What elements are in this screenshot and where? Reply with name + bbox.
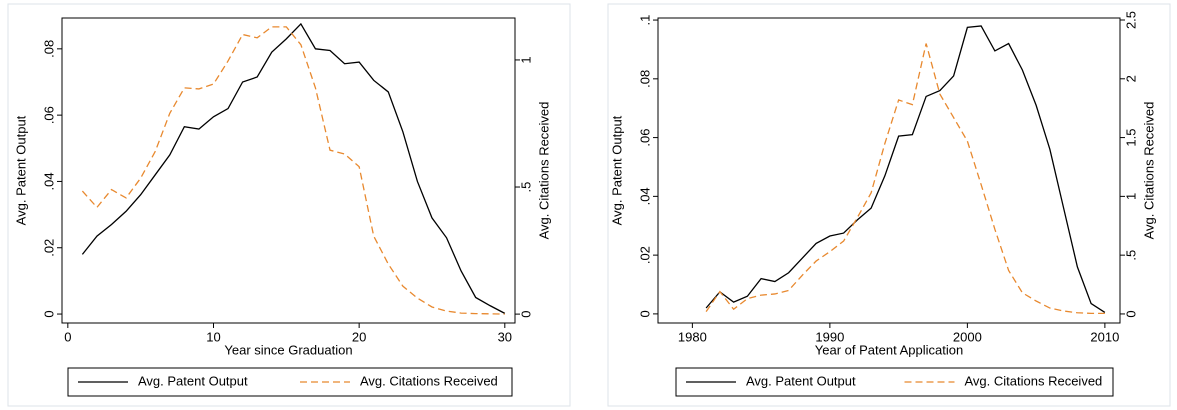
legend-label: Avg. Patent Output: [138, 373, 248, 388]
y-tick-label: .04: [41, 172, 56, 190]
x-tick-label: 2010: [1090, 329, 1119, 344]
x-axis-title: Year since Graduation: [224, 342, 352, 357]
y2-tick-label: .5: [518, 182, 533, 193]
legend-label: Avg. Citations Received: [360, 373, 498, 388]
y2-axis-title: Avg. Citations Received: [1141, 102, 1156, 240]
y-tick-label: .06: [637, 129, 652, 147]
y-tick-label: 0: [637, 310, 652, 317]
x-tick-label: 10: [206, 329, 220, 344]
x-tick-label: 30: [498, 329, 512, 344]
x-tick-label: 20: [352, 329, 366, 344]
data-line: [705, 25, 1106, 313]
y-axis-title: Avg. Patent Output: [13, 115, 28, 225]
plot-frame: [61, 17, 516, 324]
y-tick-label: .06: [41, 106, 56, 124]
legend-box: [675, 367, 1114, 397]
y2-tick-label: 1: [1123, 193, 1138, 200]
y-tick-label: .1: [637, 15, 652, 26]
y-tick-label: .02: [637, 246, 652, 264]
y-tick-label: .08: [41, 40, 56, 58]
y2-tick-label: 0: [518, 310, 533, 317]
plot-frame: [657, 17, 1121, 324]
x-tick-label: 1990: [815, 329, 844, 344]
x-axis-title: Year of Patent Application: [815, 342, 963, 357]
y-tick-label: .02: [41, 239, 56, 257]
y2-axis-title: Avg. Citations Received: [536, 102, 551, 240]
panel-border: [607, 3, 1171, 407]
x-tick-label: 1980: [678, 329, 707, 344]
data-line: [81, 26, 505, 315]
y2-tick-label: 0: [1123, 310, 1138, 317]
y-tick-label: .08: [637, 70, 652, 88]
y-tick-label: .04: [637, 187, 652, 205]
x-tick-label: 0: [64, 329, 71, 344]
y2-tick-label: 1: [518, 56, 533, 63]
y2-tick-label: .5: [1123, 250, 1138, 261]
data-line: [705, 43, 1105, 315]
legend-box: [67, 367, 513, 397]
y2-tick-label: 2.5: [1123, 11, 1138, 29]
y2-tick-label: 2: [1123, 75, 1138, 82]
legend-label: Avg. Patent Output: [746, 373, 856, 388]
y-axis-title: Avg. Patent Output: [609, 115, 624, 225]
panel-border: [7, 3, 571, 407]
y-tick-label: 0: [41, 310, 56, 317]
legend-label: Avg. Citations Received: [965, 373, 1103, 388]
x-tick-label: 2000: [953, 329, 982, 344]
y2-tick-label: 1.5: [1123, 129, 1138, 147]
data-line: [81, 22, 506, 314]
